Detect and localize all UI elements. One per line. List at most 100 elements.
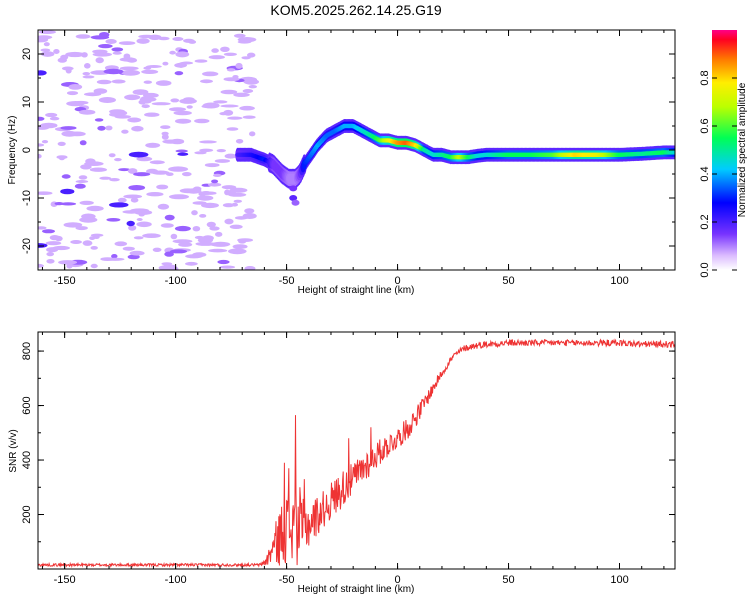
noise-blob	[111, 79, 126, 84]
noise-blob	[132, 89, 149, 95]
noise-blob	[42, 229, 55, 234]
noise-blob	[108, 153, 116, 158]
snr-series-line	[38, 338, 675, 569]
noise-blob	[169, 194, 189, 200]
noise-blob	[160, 82, 171, 86]
noise-blob	[90, 246, 98, 250]
noise-blob	[105, 257, 125, 261]
noise-blob	[130, 208, 150, 213]
y-tick-label: 0	[21, 147, 33, 153]
noise-blob	[45, 112, 58, 118]
noise-blob	[136, 221, 152, 228]
noise-blob	[222, 203, 235, 208]
noise-blob	[122, 246, 135, 251]
noise-blob	[220, 89, 238, 95]
noise-blob	[233, 92, 250, 98]
noise-blob	[243, 79, 255, 83]
noise-blob	[174, 71, 184, 76]
noise-blob	[90, 263, 98, 269]
y-tick-label: -10	[21, 190, 33, 206]
noise-blob	[215, 231, 223, 237]
noise-blob	[58, 260, 78, 265]
noise-blob	[200, 79, 213, 84]
noise-blob	[93, 88, 108, 94]
x-tick-label: 50	[502, 574, 514, 586]
noise-blob	[168, 107, 187, 112]
noise-blob	[227, 116, 243, 120]
noise-blob	[234, 216, 248, 220]
noise-blob	[143, 66, 152, 70]
noise-blob	[192, 201, 207, 205]
noise-blob	[183, 97, 195, 102]
noise-blob	[123, 194, 143, 199]
noise-blob	[235, 139, 244, 144]
noise-blob	[224, 218, 234, 225]
noise-blob	[162, 139, 180, 144]
noise-blob	[121, 69, 141, 76]
noise-blob	[58, 155, 66, 161]
noise-blob	[156, 184, 169, 190]
noise-blob	[109, 178, 120, 182]
noise-blob	[111, 47, 124, 52]
noise-blob	[175, 118, 192, 124]
colorbar-tick-label: 0.4	[699, 166, 711, 181]
noise-blob	[169, 249, 188, 254]
noise-blob	[127, 254, 140, 260]
noise-blob	[105, 39, 117, 44]
colorbar-tick-label: 0.2	[699, 214, 711, 229]
colorbar-label: Normalized spectral amplitude	[737, 82, 748, 217]
noise-blob	[92, 49, 108, 54]
noise-blob	[192, 252, 207, 258]
noise-blob	[41, 140, 49, 144]
noise-blob	[226, 127, 239, 131]
noise-blob	[61, 66, 74, 71]
noise-blob	[136, 218, 143, 221]
noise-blob	[95, 57, 104, 64]
colorbar: 0.0 0.2 0.4 0.6 0.8 Normalized spectral ampl…	[699, 30, 748, 278]
noise-blob	[191, 210, 198, 216]
snr-panel: -150 -100 -50 0 50 100 200 400 600 800 Height of …	[8, 331, 676, 595]
noise-blob	[79, 109, 96, 115]
noise-blob	[114, 158, 122, 162]
noise-blob	[226, 68, 236, 72]
noise-blob	[220, 104, 239, 108]
noise-blob	[97, 125, 106, 131]
noise-blob	[66, 101, 85, 107]
noise-blob	[175, 149, 188, 153]
noise-blob	[60, 202, 77, 206]
noise-blob	[46, 259, 55, 264]
noise-blob	[208, 248, 228, 253]
noise-blob	[172, 37, 184, 41]
noise-blob	[160, 223, 174, 228]
noise-blob	[38, 116, 45, 121]
noise-blob	[141, 69, 159, 75]
noise-blob	[201, 202, 219, 209]
snr-frame	[37, 331, 676, 570]
noise-blob	[237, 250, 246, 254]
noise-blob	[75, 34, 91, 39]
noise-blob	[128, 185, 146, 191]
noise-blob	[82, 75, 95, 79]
noise-blob	[133, 172, 151, 177]
x-tick-label: 50	[502, 275, 514, 287]
noise-blob	[70, 240, 82, 244]
noise-blob	[160, 125, 171, 129]
noise-blob	[217, 259, 230, 265]
noise-blob	[79, 140, 87, 146]
noise-blob	[151, 102, 171, 106]
noise-blob	[123, 53, 131, 59]
noise-blob	[38, 70, 47, 76]
y-tick-label: 400	[21, 451, 33, 469]
noise-blob	[61, 130, 78, 137]
noise-blob	[213, 173, 222, 177]
noise-blob	[229, 187, 248, 193]
noise-blob	[186, 105, 193, 109]
y-tick-label: -20	[21, 238, 33, 254]
noise-blob	[219, 265, 236, 269]
noise-blob	[114, 241, 128, 247]
noise-blob	[99, 32, 110, 38]
colorbar-tick-label: 0.0	[699, 262, 711, 277]
noise-blob	[94, 118, 104, 122]
noise-blob	[214, 159, 231, 163]
